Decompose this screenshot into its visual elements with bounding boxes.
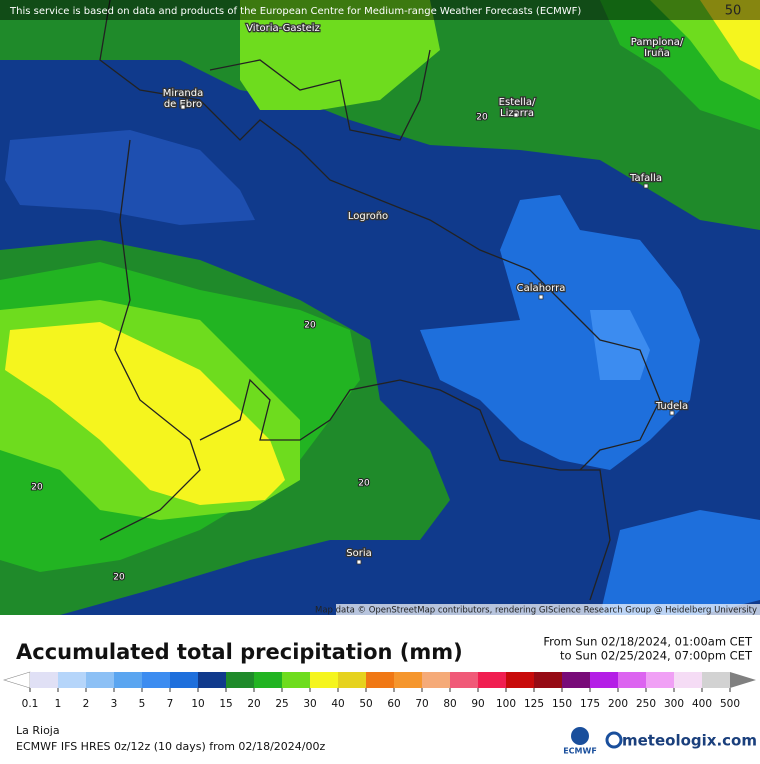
colorbar: 0.1 1 2 3 5 7 10 15 20 25 30 40 50 60 70 80 90 100 125 150 1…	[2, 671, 756, 710]
contour-label: 20	[476, 113, 488, 123]
colorbar-label: 100	[496, 698, 516, 710]
colorbar-swatch	[562, 672, 590, 688]
colorbar-label: 15	[219, 698, 232, 710]
colorbar-label: 90	[471, 698, 484, 710]
colorbar-swatch	[394, 672, 422, 688]
colorbar-swatch	[506, 672, 534, 688]
colorbar-arrow	[2, 671, 31, 689]
contour-label: 20	[31, 483, 43, 493]
contour-label: 20	[304, 321, 316, 331]
city-marker	[513, 112, 519, 118]
colorbar-swatch	[58, 672, 86, 688]
colorbar-swatch	[310, 672, 338, 688]
colorbar-label: 30	[303, 698, 316, 710]
colorbar-swatch	[674, 672, 702, 688]
region: La Rioja	[16, 724, 60, 737]
colorbar-label: 400	[692, 698, 712, 710]
city-label: Tudela	[655, 401, 688, 412]
meteologix-icon	[605, 731, 623, 749]
colorbar-label: 7	[167, 698, 174, 710]
map	[0, 0, 760, 615]
colorbar-swatch	[30, 672, 58, 688]
colorbar-swatch	[254, 672, 282, 688]
colorbar-swatch	[618, 672, 646, 688]
colorbar-label: 2	[83, 698, 90, 710]
colorbar-label: 60	[387, 698, 400, 710]
contour-label: 20	[358, 479, 370, 489]
city-label: Tafalla	[629, 173, 662, 184]
ecmwf-logo: ECMWF	[563, 747, 597, 756]
colorbar-label: 0.1	[22, 698, 39, 710]
model: ECMWF IFS HRES 0z/12z (10 days) from 02/…	[16, 740, 326, 753]
city-marker	[180, 104, 186, 110]
colorbar-label: 25	[275, 698, 288, 710]
colorbar-label: 150	[552, 698, 572, 710]
colorbar-swatch	[366, 672, 394, 688]
colorbar-swatch	[226, 672, 254, 688]
period-to: to Sun 02/25/2024, 07:00pm CET	[560, 649, 753, 663]
contour-label: 20	[113, 573, 125, 583]
colorbar-label: 1	[55, 698, 62, 710]
colorbar-swatch	[142, 672, 170, 688]
period-from: From Sun 02/18/2024, 01:00am CET	[543, 635, 753, 649]
colorbar-label: 10	[191, 698, 204, 710]
city-label: Pamplona/	[631, 37, 684, 48]
city-label: Soria	[346, 548, 371, 559]
colorbar-swatch	[422, 672, 450, 688]
corner-value: 50	[725, 4, 742, 19]
city-label: Logroño	[348, 211, 388, 222]
colorbar-label: 5	[139, 698, 146, 710]
colorbar-swatch	[478, 672, 506, 688]
colorbar-swatch	[646, 672, 674, 688]
city-marker	[538, 294, 544, 300]
banner-bg	[0, 0, 760, 20]
colorbar-label: 80	[443, 698, 456, 710]
colorbar-swatch	[282, 672, 310, 688]
meteologix-logo: meteologix.com	[622, 732, 757, 750]
colorbar-swatch	[114, 672, 142, 688]
colorbar-swatch	[170, 672, 198, 688]
banner: This service is based on data and produc…	[9, 6, 581, 17]
city-label: Miranda	[163, 88, 203, 99]
city-marker	[643, 183, 649, 189]
attribution: Map data © OpenStreetMap contributors, r…	[315, 606, 757, 616]
title: Accumulated total precipitation (mm)	[16, 640, 463, 664]
city-label: Iruña	[644, 48, 670, 59]
colorbar-swatch	[198, 672, 226, 688]
colorbar-label: 70	[415, 698, 428, 710]
colorbar-label: 300	[664, 698, 684, 710]
city-label: de Ebro	[164, 99, 202, 110]
colorbar-label: 175	[580, 698, 600, 710]
colorbar-label: 20	[247, 698, 260, 710]
colorbar-label: 500	[720, 698, 740, 710]
colorbar-swatch	[534, 672, 562, 688]
colorbar-swatch	[590, 672, 618, 688]
city-marker	[356, 559, 362, 565]
colorbar-swatch	[338, 672, 366, 688]
city-marker	[669, 410, 675, 416]
colorbar-swatch	[702, 672, 730, 688]
city-label: Calahorra	[517, 283, 566, 294]
city-label: Estella/	[499, 97, 536, 108]
colorbar-arrow	[730, 672, 756, 688]
colorbar-label: 250	[636, 698, 656, 710]
ecmwf-icon	[571, 727, 589, 745]
colorbar-label: 200	[608, 698, 628, 710]
colorbar-label: 50	[359, 698, 372, 710]
colorbar-label: 3	[111, 698, 118, 710]
colorbar-swatch	[86, 672, 114, 688]
attribution-bg	[336, 604, 760, 616]
colorbar-label: 125	[524, 698, 544, 710]
city-label: Vitoria-Gasteiz	[246, 23, 320, 34]
colorbar-label: 40	[331, 698, 344, 710]
colorbar-swatch	[450, 672, 478, 688]
